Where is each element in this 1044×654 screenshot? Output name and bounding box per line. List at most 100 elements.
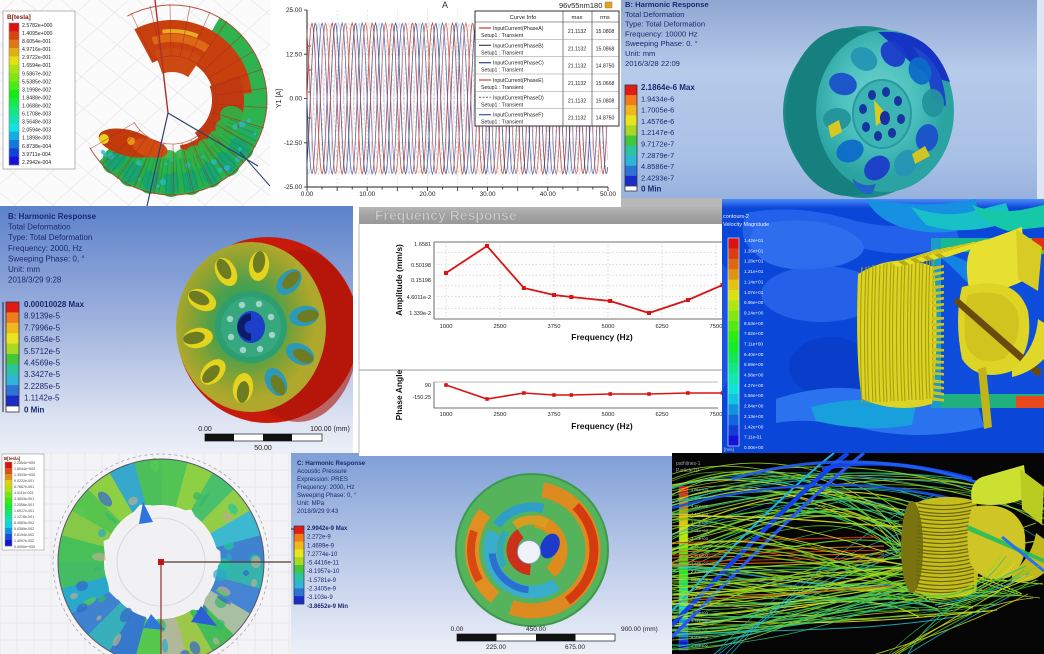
svg-text:Frequency Response: Frequency Response: [375, 207, 517, 223]
svg-text:-25.00: -25.00: [284, 184, 303, 191]
svg-text:2018/3/29 9:28: 2018/3/29 9:28: [8, 276, 62, 285]
svg-text:4.6011e-2: 4.6011e-2: [407, 295, 431, 301]
svg-text:Unit: mm: Unit: mm: [625, 49, 655, 58]
svg-text:-1.5781e-9: -1.5781e-9: [307, 578, 337, 584]
svg-text:2.43e+03: 2.43e+03: [691, 569, 709, 574]
svg-text:1.22e+03: 1.22e+03: [691, 610, 709, 615]
svg-text:InputCurrent(PhaseF): InputCurrent(PhaseF): [493, 113, 543, 119]
svg-text:C: Harmonic Response: C: Harmonic Response: [297, 460, 366, 467]
svg-text:21.1132: 21.1132: [568, 116, 586, 122]
svg-text:3.40e+03: 3.40e+03: [691, 536, 709, 541]
svg-text:Acoustic Pressure: Acoustic Pressure: [297, 468, 347, 475]
svg-text:contours-2: contours-2: [723, 214, 749, 220]
svg-text:-2.3405e-9: -2.3405e-9: [307, 587, 337, 593]
svg-text:7.11e+00: 7.11e+00: [744, 342, 763, 347]
svg-text:Sweeping Phase: 0. °: Sweeping Phase: 0. °: [625, 39, 698, 48]
svg-text:4.27e+00: 4.27e+00: [744, 383, 764, 388]
svg-text:3.3427e-5: 3.3427e-5: [24, 370, 61, 379]
svg-text:15.0868: 15.0868: [596, 46, 615, 52]
svg-text:14.8750: 14.8750: [596, 64, 615, 70]
svg-text:1.6581: 1.6581: [414, 242, 431, 248]
svg-text:15.0668: 15.0668: [596, 81, 615, 87]
svg-text:1.42e+00: 1.42e+00: [744, 424, 764, 429]
svg-text:0.00: 0.00: [301, 191, 314, 198]
svg-text:2.84e+00: 2.84e+00: [744, 404, 764, 409]
svg-text:2.2556e-001: 2.2556e-001: [14, 503, 34, 507]
svg-text:Y1 [A]: Y1 [A]: [276, 89, 283, 108]
svg-text:9.0222e-001: 9.0222e-001: [14, 479, 34, 483]
svg-text:1.28e+01: 1.28e+01: [744, 259, 764, 264]
svg-text:5.69e+00: 5.69e+00: [744, 362, 764, 367]
svg-text:10.00: 10.00: [359, 191, 375, 198]
svg-text:Amplitude (mm/s): Amplitude (mm/s): [394, 244, 404, 316]
svg-text:B[tesla]: B[tesla]: [4, 456, 21, 461]
svg-text:Type: Total Deformation: Type: Total Deformation: [625, 20, 705, 29]
svg-text:4.9716e-001: 4.9716e-001: [22, 47, 51, 53]
svg-text:7500: 7500: [710, 324, 722, 330]
svg-text:15.0808: 15.0808: [596, 98, 615, 104]
svg-text:5000: 5000: [602, 324, 615, 330]
svg-text:1.6917e-001: 1.6917e-001: [14, 509, 34, 513]
svg-text:3.5648e-003: 3.5648e-003: [22, 120, 51, 126]
svg-text:Curve Info: Curve Info: [510, 15, 537, 21]
svg-text:Frequency: 2000, Hz: Frequency: 2000, Hz: [8, 244, 82, 253]
svg-text:2.2285e-5: 2.2285e-5: [24, 382, 61, 391]
svg-text:15.0808: 15.0808: [596, 29, 615, 35]
svg-text:Type: Total Deformation: Type: Total Deformation: [8, 233, 92, 242]
svg-text:2.2554e+000: 2.2554e+000: [14, 461, 35, 465]
svg-text:2.9942e-9 Max: 2.9942e-9 Max: [307, 526, 348, 532]
svg-text:6250: 6250: [656, 324, 669, 330]
svg-text:1.339e-2: 1.339e-2: [409, 311, 431, 317]
svg-text:2.0594e-003: 2.0594e-003: [22, 128, 51, 134]
svg-text:1.4097e-002: 1.4097e-002: [14, 539, 34, 543]
svg-text:2500: 2500: [494, 412, 507, 418]
svg-text:Phase Angle: Phase Angle: [394, 369, 404, 420]
svg-text:7.11e-01: 7.11e-01: [744, 435, 762, 440]
svg-text:-3.8652e-9 Min: -3.8652e-9 Min: [307, 604, 348, 610]
svg-text:-8.1957e-10: -8.1957e-10: [307, 569, 340, 575]
svg-text:0.15198: 0.15198: [411, 278, 431, 284]
svg-text:1.8044e+000: 1.8044e+000: [14, 467, 35, 471]
svg-text:4.5111e-001: 4.5111e-001: [14, 491, 34, 495]
svg-text:1.1278e-001: 1.1278e-001: [14, 515, 34, 519]
svg-text:Sweeping Phase: 0, °: Sweeping Phase: 0, °: [297, 492, 357, 499]
svg-text:8.53e+00: 8.53e+00: [744, 321, 764, 326]
svg-text:40.00: 40.00: [540, 191, 556, 198]
svg-text:7.7996e-5: 7.7996e-5: [24, 323, 61, 332]
svg-text:4.13e+03: 4.13e+03: [691, 512, 709, 517]
svg-text:1.6594e-001: 1.6594e-001: [22, 63, 51, 69]
svg-text:50.00: 50.00: [254, 445, 272, 452]
svg-text:675.00: 675.00: [565, 644, 585, 651]
svg-text:Unit: mm: Unit: mm: [8, 265, 40, 274]
svg-text:1000: 1000: [440, 412, 453, 418]
svg-text:9.24e+00: 9.24e+00: [744, 311, 764, 316]
svg-text:5000: 5000: [602, 412, 615, 418]
svg-text:5.5385e-002: 5.5385e-002: [22, 79, 51, 85]
svg-text:Frequency: 10000 Hz: Frequency: 10000 Hz: [625, 29, 698, 38]
svg-text:-150.25: -150.25: [412, 395, 431, 401]
svg-text:4.37e+03: 4.37e+03: [691, 503, 709, 508]
svg-text:2.9722e-001: 2.9722e-001: [22, 55, 51, 61]
svg-text:21.1132: 21.1132: [568, 29, 586, 35]
svg-text:1.4699e-9: 1.4699e-9: [307, 543, 335, 549]
svg-text:0.50198: 0.50198: [411, 263, 431, 269]
svg-text:14.8750: 14.8750: [596, 116, 615, 122]
svg-text:Setup1 : Transient: Setup1 : Transient: [481, 120, 524, 126]
svg-text:A: A: [442, 0, 448, 10]
svg-text:8.4583e-002: 8.4583e-002: [14, 521, 34, 525]
svg-text:7.82e+00: 7.82e+00: [744, 331, 764, 336]
svg-text:2.8194e-002: 2.8194e-002: [14, 533, 34, 537]
svg-text:100.00 (mm): 100.00 (mm): [310, 426, 350, 433]
svg-text:3750: 3750: [548, 324, 561, 330]
svg-text:21.1132: 21.1132: [568, 46, 586, 52]
svg-text:Expression: PRES: Expression: PRES: [297, 476, 348, 483]
svg-text:25.00: 25.00: [286, 7, 302, 14]
svg-text:21.1132: 21.1132: [568, 64, 586, 70]
svg-text:90: 90: [425, 383, 431, 389]
svg-text:B: Harmonic Response: B: Harmonic Response: [8, 212, 97, 221]
svg-text:2.5782e+000: 2.5782e+000: [22, 23, 53, 29]
svg-text:-12.50: -12.50: [284, 140, 303, 147]
svg-text:Total Deformation: Total Deformation: [625, 10, 685, 19]
svg-text:1.14e+01: 1.14e+01: [744, 279, 764, 284]
svg-text:6.8738e-004: 6.8738e-004: [22, 144, 51, 150]
